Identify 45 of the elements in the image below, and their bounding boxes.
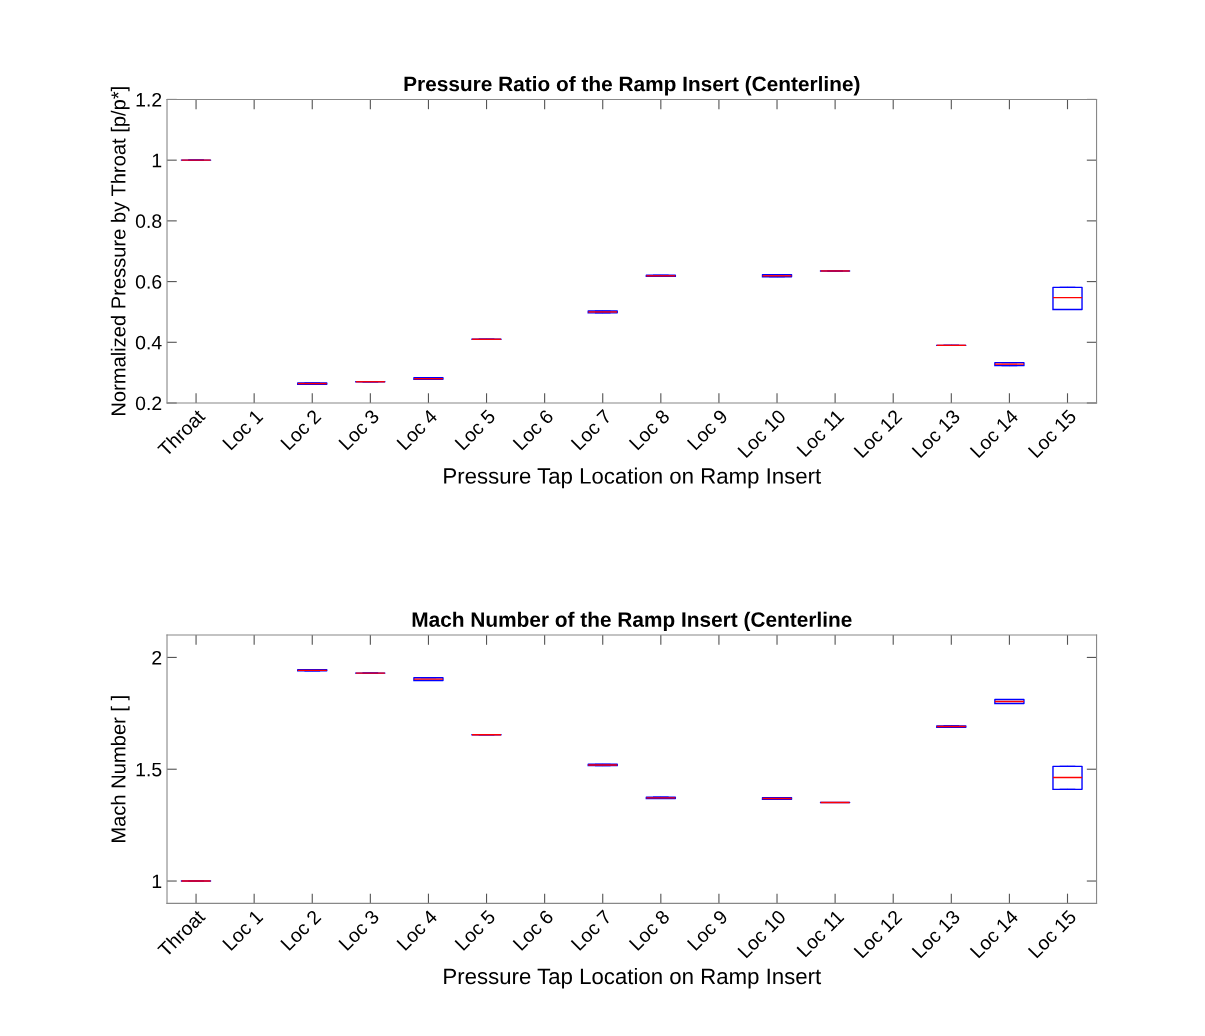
y-tick-label: 0.6 [135,275,162,289]
x-tick-label: Loc 8 [628,909,671,951]
x-tick-label: Loc 3 [338,408,380,451]
x-tick-label: Loc 12 [853,408,903,459]
y-tick-label: 0.2 [135,396,162,411]
x-tick-label: Loc 14 [969,909,1020,959]
y-tick-label: 2 [152,650,162,665]
x-tick-label: Loc 8 [628,408,671,451]
x-tick-label: Loc 9 [686,909,729,951]
y-tick-label: 1 [152,874,162,889]
x-tick-label: Loc 2 [280,408,322,451]
x-tick-label: Loc 4 [396,909,439,951]
x-tick-label: Loc 15 [1027,909,1078,959]
y-axis-title: Normalized Pressure by Throat [p/p*] [110,87,130,416]
y-tick-label: 1.2 [136,92,162,107]
chart-title: Mach Number of the Ramp Insert (Centerline [412,611,852,632]
x-tick-label: Loc 2 [280,909,322,951]
y-tick-label: 0.4 [135,335,162,350]
y-axis-title: Mach Number [ ] [110,696,130,842]
x-tick-label: Loc 12 [853,909,903,959]
chart-title: Pressure Ratio of the Ramp Insert (Centerline) [404,76,860,96]
x-tick-label: Loc 6 [512,408,555,451]
x-tick-label: Loc 10 [737,408,787,459]
y-tick-label: 1.5 [136,762,162,777]
x-tick-label: Loc 11 [796,409,845,458]
x-tick-label: Loc 1 [222,909,264,951]
x-tick-label: Loc 5 [454,909,497,951]
x-tick-label: Loc 6 [512,909,555,951]
x-tick-label: Loc 3 [338,909,380,951]
x-tick-label: Loc 14 [969,408,1020,459]
x-tick-label: Loc 11 [796,909,845,958]
x-tick-label: Loc 13 [911,909,961,959]
x-tick-label: Loc 4 [396,408,439,451]
x-tick-label: Loc 9 [686,408,729,451]
x-tick-label: Loc 7 [570,909,613,951]
x-axis-title: Pressure Tap Location on Ramp Insert [444,467,822,489]
y-tick-label: 0.8 [135,214,162,229]
x-tick-label: Loc 10 [737,909,787,959]
y-tick-label: 1 [152,153,162,168]
x-axis-title: Pressure Tap Location on Ramp Insert [444,967,822,989]
x-tick-label: Loc 7 [570,409,613,451]
x-tick-label: Loc 1 [222,409,264,451]
x-tick-label: Loc 13 [911,408,961,459]
x-tick-label: Loc 15 [1027,408,1078,459]
x-tick-label: Loc 5 [454,408,497,451]
